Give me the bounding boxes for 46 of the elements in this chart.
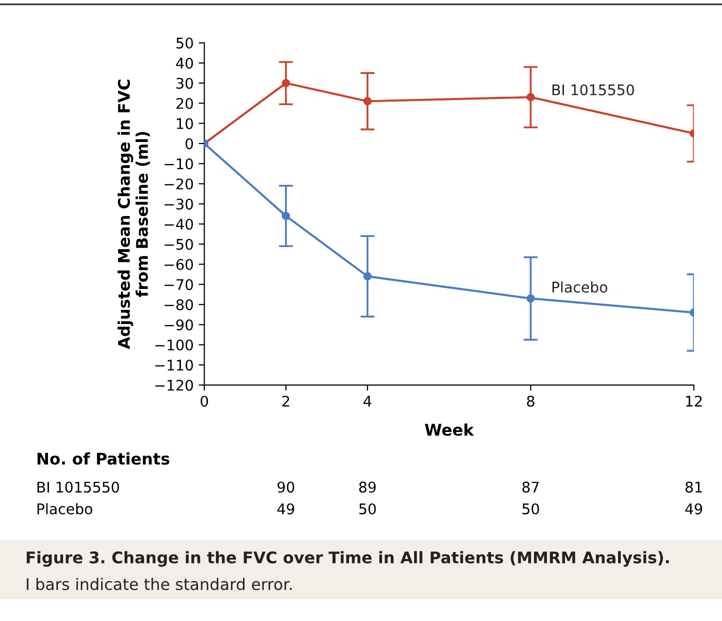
y-tick-label: 50 — [176, 38, 193, 49]
y-tick-label: −60 — [164, 258, 193, 270]
y-tick-label: −40 — [164, 218, 193, 230]
y-tick-label: −10 — [164, 158, 193, 170]
point — [282, 212, 290, 220]
x-tick-label: 4 — [364, 396, 372, 407]
text: Placebo — [38, 503, 92, 514]
text: I bars indicate the standard error. — [26, 578, 292, 590]
y-tick-label: −100 — [155, 339, 193, 351]
y-tick-label: −90 — [164, 319, 193, 330]
x-axis-title: Week — [424, 423, 474, 436]
y-tick-label: −50 — [164, 238, 193, 250]
text: 49 — [685, 503, 702, 514]
point — [363, 97, 372, 106]
y-tick-label: 0 — [186, 138, 193, 150]
series-label: Placebo — [552, 281, 608, 293]
series-label: BI 1015550 — [552, 84, 634, 96]
point — [282, 78, 290, 88]
text: 89 — [359, 482, 376, 493]
point — [526, 294, 535, 303]
y-tick-label: −20 — [164, 178, 193, 190]
text: BI 1015550 — [38, 482, 120, 493]
point — [363, 272, 372, 280]
text: Figure 3. Change in the FVC over Time in All Patients (MMRM Analysis). — [26, 551, 669, 567]
x-tick-label: 0 — [200, 396, 208, 407]
y-axis-title: Adjusted Mean Change in FVC from Baseline (ml) — [118, 80, 150, 350]
point — [526, 93, 535, 102]
y-tick-label: −30 — [164, 198, 193, 210]
text: 49 — [277, 503, 294, 514]
text: 87 — [522, 482, 539, 493]
text: 81 — [686, 482, 702, 493]
y-tick-label: 40 — [176, 58, 193, 69]
y-tick-label: 30 — [176, 78, 193, 89]
text: 50 — [522, 503, 539, 514]
y-tick-label: −80 — [164, 299, 193, 310]
x-tick-label: 2 — [282, 396, 290, 407]
text: 50 — [359, 503, 376, 514]
y-tick-label: −110 — [155, 360, 193, 371]
text: No. of Patients — [38, 452, 170, 465]
y-tick-label: 10 — [176, 118, 193, 130]
x-tick-label: 12 — [686, 396, 702, 407]
y-tick-label: −120 — [155, 380, 193, 391]
y-tick-label: 20 — [176, 98, 193, 109]
y-tick-label: −70 — [164, 279, 193, 290]
x-tick-label: 8 — [527, 396, 534, 407]
text: 90 — [278, 482, 294, 493]
